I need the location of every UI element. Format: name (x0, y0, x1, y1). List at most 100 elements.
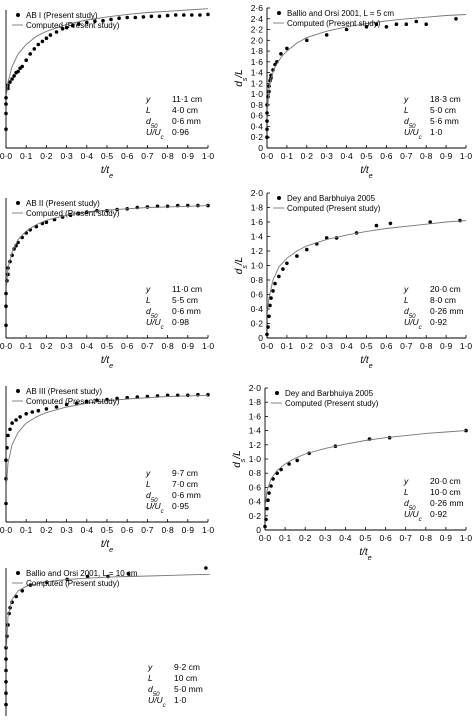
x-tick-label: 0·2 (299, 533, 312, 543)
data-point (374, 223, 379, 228)
x-tick-label: 1·0 (202, 525, 215, 535)
x-tick-label: 0·8 (161, 341, 174, 351)
data-point (424, 22, 429, 27)
data-point (454, 17, 458, 21)
x-tick-label: 0·8 (420, 151, 433, 161)
data-point (285, 46, 289, 51)
x-axis-label: t/te (360, 165, 372, 180)
parameter-label: U/Uc (404, 127, 422, 141)
data-point (64, 25, 69, 30)
data-point (388, 221, 393, 226)
parameter-block: y 11·1 cm L 4·0 cm d50 0·6 mm U/Uc 0·96 (145, 94, 202, 141)
data-point (125, 15, 129, 20)
data-point (117, 16, 121, 21)
legend-entry: Computed (Present study) (285, 399, 379, 408)
parameter-label: y (403, 476, 409, 486)
data-point (10, 421, 14, 425)
parameter-label: U/Uc (404, 317, 422, 331)
parameter-value: 10·0 cm (430, 487, 461, 497)
data-point (32, 47, 37, 51)
parameter-label: d50 (146, 306, 158, 320)
legend-entry: Computed (Present study) (26, 21, 120, 30)
data-point (279, 52, 283, 56)
parameter-value: 0·6 mm (172, 490, 201, 500)
y-tick-label: 0·4 (251, 304, 264, 314)
y-axis-label: ds/L (234, 69, 249, 87)
legend-entry: Computed (Present study) (26, 209, 120, 218)
data-point (269, 296, 273, 300)
y-tick-label: 1·0 (251, 89, 264, 99)
chart-panel-4: 0·0 0·1 0·2 0·3 0·4 0·5 0·6 0·7 0·8 0·9 1·0 t/te 0 0·… (234, 188, 472, 370)
parameter-label: d50 (404, 498, 416, 512)
legend-marker-point (16, 571, 20, 575)
x-axis-label: t/te (101, 539, 113, 554)
x-tick-label: 0·0 (261, 151, 274, 161)
data-point (54, 30, 59, 34)
y-tick-label: 0·8 (251, 100, 264, 110)
chart-panel-7: Ballio and Orsi 2001, L = 10 cmComputed … (4, 566, 211, 716)
data-point (295, 458, 300, 463)
data-point (273, 281, 277, 286)
data-point (295, 254, 299, 258)
data-point (24, 58, 29, 62)
data-point (30, 410, 35, 414)
parameter-value: 5·5 cm (172, 295, 198, 305)
computed-curve (266, 220, 467, 313)
parameter-value: 0·6 mm (172, 116, 201, 126)
x-tick-label: 0·4 (339, 533, 352, 543)
data-point (8, 427, 12, 432)
y-axis-label: ds/L (234, 257, 249, 275)
data-point (70, 23, 75, 28)
computed-curve (266, 14, 467, 111)
parameter-label: L (404, 295, 409, 305)
legend-marker-point (277, 196, 281, 200)
x-tick-label: 0·3 (321, 151, 334, 161)
x-tick-label: 0·3 (321, 341, 334, 351)
y-tick-label: 2·0 (249, 383, 262, 393)
data-point (145, 205, 150, 209)
data-point (4, 645, 8, 650)
y-tick-label: 0·2 (249, 511, 262, 521)
data-point (14, 418, 18, 422)
data-point (16, 69, 20, 74)
y-tick-label: 1·4 (251, 232, 264, 242)
y-tick-label: 1·4 (251, 68, 264, 78)
parameter-value: 5·0 cm (430, 105, 456, 115)
data-point (394, 22, 399, 27)
parameter-label: U/Uc (404, 509, 422, 523)
x-axis-label: t/te (101, 355, 113, 370)
data-point (101, 18, 105, 23)
y-tick-label: 2·2 (251, 25, 264, 35)
data-point (428, 220, 433, 224)
parameter-value: 11·0 cm (172, 284, 202, 294)
parameter-label: d50 (146, 490, 158, 504)
x-tick-label: 0·6 (380, 341, 393, 351)
parameter-value: 1·0 (174, 695, 187, 705)
x-tick-label: 0·4 (340, 151, 353, 161)
y-tick-label: 1·8 (251, 203, 264, 213)
parameter-label: y (145, 284, 151, 294)
parameter-label: y (145, 94, 151, 104)
parameter-label: L (146, 105, 151, 115)
legend-entry: Computed (Present study) (287, 204, 381, 213)
parameter-value: 0·95 (172, 501, 189, 511)
data-point (10, 77, 14, 81)
x-tick-label: 0·3 (60, 525, 73, 535)
parameter-value: 20·0 cm (430, 284, 461, 294)
legend-entry: Computed (Present study) (26, 579, 120, 588)
x-tick-label: 1·0 (202, 341, 215, 351)
x-tick-label: 0·7 (141, 525, 154, 535)
parameter-label: L (146, 479, 151, 489)
parameter-label: y (147, 662, 153, 672)
x-tick-label: 0·3 (60, 341, 73, 351)
x-tick-label: 0·4 (340, 341, 353, 351)
computed-curve (5, 394, 209, 485)
parameter-block: y 20·0 cm L 8·0 cm d50 0·26 mm U/Uc 0·92 (403, 284, 464, 331)
data-point (36, 42, 41, 47)
data-point (324, 33, 329, 37)
x-tick-label: 0·3 (319, 533, 332, 543)
y-tick-label: 1·6 (249, 411, 262, 421)
parameter-label: L (404, 105, 409, 115)
x-tick-label: 0·6 (379, 533, 392, 543)
y-tick-label: 1·6 (251, 57, 264, 67)
